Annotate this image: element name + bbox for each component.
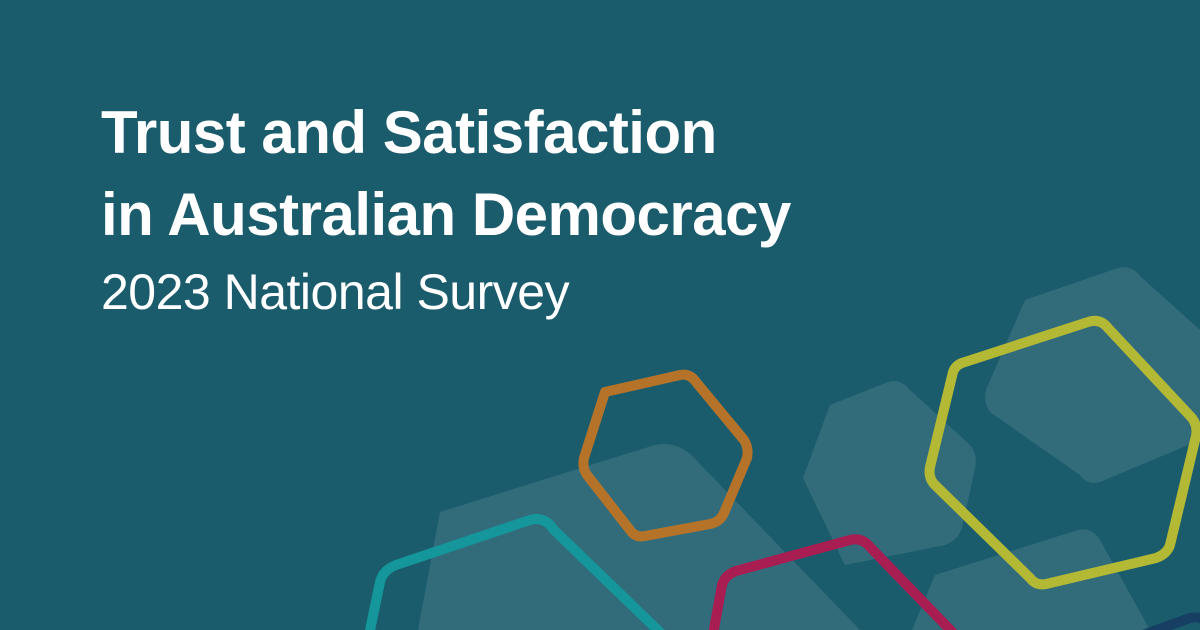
subtitle: 2023 National Survey [101,264,570,320]
navy-hexagon-outline [1141,612,1200,630]
ghost-hexagon [985,267,1200,484]
magenta-hexagon-outline [708,534,958,630]
lime-hexagon-outline [924,315,1200,590]
ghost-hexagon [803,381,976,565]
title-line-1: Trust and Satisfaction [101,99,717,166]
teal-hexagon-outline [364,514,665,630]
title-line-2: in Australian Democracy [101,181,791,248]
page-title: Trust and Satisfaction in Australian Dem… [101,92,791,256]
orange-hexagon-outline [578,369,753,542]
